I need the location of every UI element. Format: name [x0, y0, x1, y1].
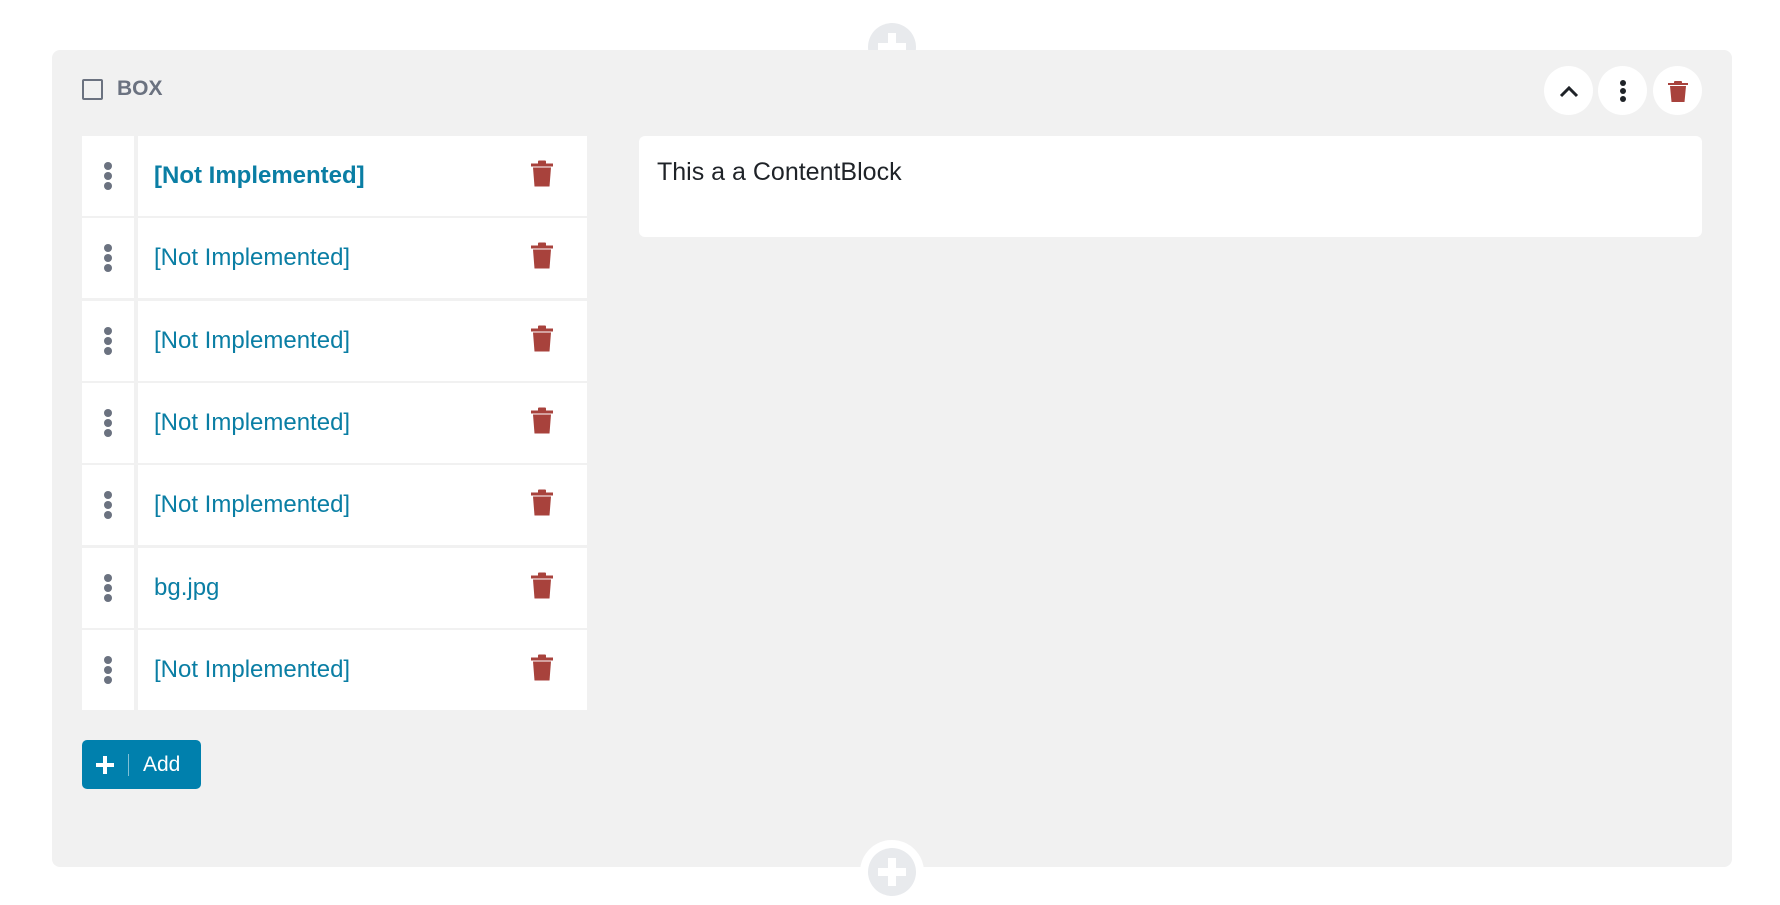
vertical-dots-icon [104, 573, 112, 602]
trash-icon [531, 160, 553, 187]
chevron-up-icon [1559, 85, 1578, 97]
vertical-dots-icon [104, 408, 112, 437]
collapse-button[interactable] [1544, 66, 1593, 115]
list-item-label[interactable]: [Not Implemented] [154, 491, 351, 519]
list-item-label[interactable]: bg.jpg [154, 573, 220, 601]
list-item: [Not Implemented] [82, 218, 587, 299]
add-item-button[interactable]: Add [82, 740, 201, 789]
trash-icon [531, 325, 553, 352]
trash-icon [531, 242, 553, 269]
list-item-label[interactable]: [Not Implemented] [154, 326, 351, 354]
trash-icon [1667, 80, 1688, 102]
list-item: [Not Implemented] [82, 629, 587, 710]
list-item: [Not Implemented] [82, 300, 587, 381]
list-item-body[interactable]: [Not Implemented] [138, 629, 587, 710]
trash-icon [531, 489, 553, 516]
delete-item-button[interactable] [531, 160, 553, 192]
box-select-checkbox[interactable] [82, 79, 103, 100]
list-item-body[interactable]: [Not Implemented] [138, 218, 587, 299]
list-item: [Not Implemented] [82, 136, 587, 216]
drag-handle[interactable] [82, 547, 134, 628]
list-item: [Not Implemented] [82, 382, 587, 463]
list-item: bg.jpg [82, 547, 587, 628]
delete-item-button[interactable] [531, 407, 553, 438]
list-item-body[interactable]: [Not Implemented] [138, 465, 587, 546]
drag-handle[interactable] [82, 136, 134, 216]
add-label: Add [143, 752, 181, 776]
vertical-dots-icon [104, 326, 112, 355]
vertical-dots-icon [1619, 79, 1626, 102]
delete-item-button[interactable] [531, 489, 553, 521]
delete-item-button[interactable] [531, 242, 553, 274]
list-item-label[interactable]: [Not Implemented] [154, 162, 365, 189]
drag-handle[interactable] [82, 218, 134, 299]
list-item-body[interactable]: [Not Implemented] [138, 382, 587, 463]
delete-item-button[interactable] [531, 654, 553, 685]
box-title: BOX [117, 77, 163, 100]
drag-handle[interactable] [82, 629, 134, 710]
content-block[interactable]: This a a ContentBlock [639, 136, 1702, 237]
trash-icon [531, 407, 553, 434]
list-item-body[interactable]: [Not Implemented] [138, 136, 587, 216]
list-item-label[interactable]: [Not Implemented] [154, 244, 351, 272]
vertical-dots-icon [104, 491, 112, 520]
vertical-dots-icon [104, 655, 112, 684]
trash-icon [531, 572, 553, 598]
more-options-button[interactable] [1598, 66, 1647, 115]
list-item-label[interactable]: [Not Implemented] [154, 408, 351, 436]
vertical-dots-icon [104, 244, 112, 273]
plus-icon [82, 755, 128, 774]
delete-item-button[interactable] [531, 572, 553, 603]
vertical-dots-icon [104, 162, 112, 190]
list-item: [Not Implemented] [82, 465, 587, 546]
divider [128, 753, 129, 776]
delete-item-button[interactable] [531, 325, 553, 356]
list-item-label[interactable]: [Not Implemented] [154, 655, 351, 683]
insert-block-below-button[interactable] [860, 840, 924, 904]
drag-handle[interactable] [82, 382, 134, 463]
trash-icon [531, 654, 553, 681]
delete-box-button[interactable] [1653, 66, 1702, 115]
drag-handle[interactable] [82, 465, 134, 546]
list-item-body[interactable]: bg.jpg [138, 547, 587, 628]
plus-circle-icon [868, 848, 916, 896]
list-item-body[interactable]: [Not Implemented] [138, 300, 587, 381]
content-block-text: This a a ContentBlock [657, 158, 902, 186]
drag-handle[interactable] [82, 300, 134, 381]
